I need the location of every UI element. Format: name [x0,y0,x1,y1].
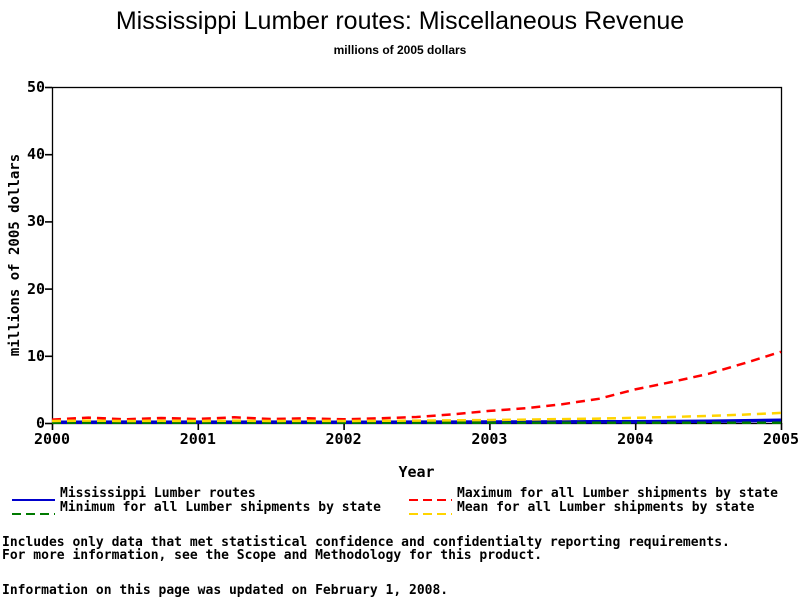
footnote-line-1: Includes only data that met statistical … [2,535,730,550]
y-tick-label: 0 [35,414,45,432]
footnote-line-2: For more information, see the Scope and … [2,548,543,563]
legend-label: Mean for all Lumber shipments by state [457,500,755,515]
y-tick-label: 50 [26,78,45,96]
legend-swatch-dashed [408,489,454,501]
legend-swatch-dashed [11,503,57,515]
x-tick-label: 2000 [33,430,71,448]
series-line-2 [51,350,782,421]
series-line-3 [51,411,782,423]
legend-label: Maximum for all Lumber shipments by stat… [457,486,778,501]
y-tick-label: 20 [26,279,45,298]
footnote-updated-date: Information on this page was updated on … [2,583,449,598]
y-axis-title: millions of 2005 dollars [7,153,23,357]
legend-swatch-dashed [408,503,454,515]
chart-title: Mississippi Lumber routes: Miscellaneous… [115,7,685,35]
x-tick-label: 2003 [471,430,508,448]
y-tick-label: 40 [26,145,45,164]
x-axis-title: Year [398,463,435,481]
x-tick-label: 2005 [762,430,800,448]
y-tick-label: 30 [26,212,45,231]
legend-label: Minimum for all Lumber shipments by stat… [60,500,381,515]
legend-swatch-solid [11,489,57,501]
x-tick-label: 2004 [617,430,654,448]
y-tick-label: 10 [26,346,45,365]
legend-label: Mississippi Lumber routes [60,486,256,501]
chart-subtitle: millions of 2005 dollars [333,43,467,57]
x-tick-label: 2001 [179,430,216,448]
x-tick-label: 2002 [325,430,362,448]
plot-frame [51,86,783,425]
